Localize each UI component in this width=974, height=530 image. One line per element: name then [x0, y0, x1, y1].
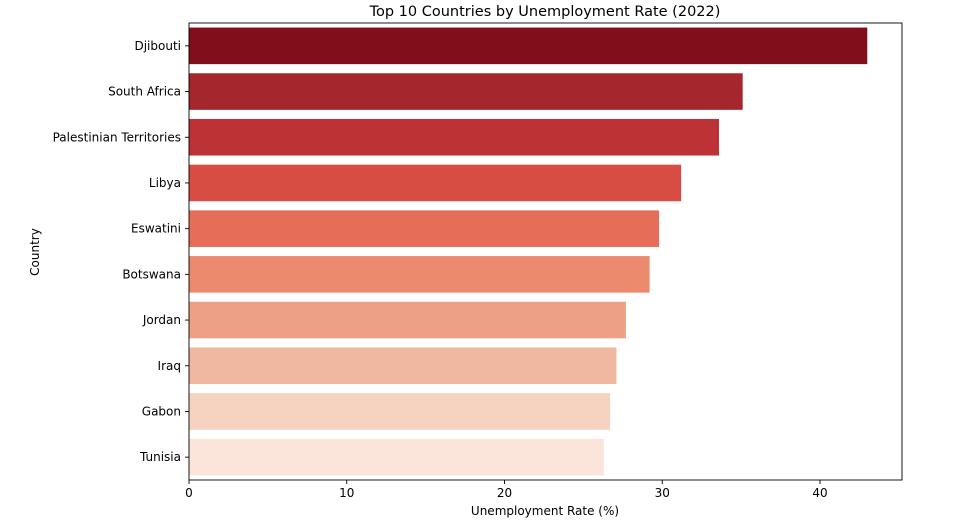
y-tick-label: Djibouti: [134, 39, 181, 53]
bar-tunisia: [189, 438, 604, 476]
x-tick-label: 10: [339, 486, 354, 500]
x-tick-label: 30: [655, 486, 670, 500]
bar-libya: [189, 164, 682, 202]
x-tick-label: 40: [812, 486, 827, 500]
y-tick-label: South Africa: [108, 85, 181, 99]
plot-frame: [188, 22, 903, 481]
y-tick-label: Iraq: [158, 359, 181, 373]
bar-south-africa: [189, 73, 743, 110]
x-tick-label: 0: [185, 486, 193, 500]
chart-title: Top 10 Countries by Unemployment Rate (2…: [369, 4, 721, 20]
bar-jordan: [189, 301, 626, 339]
bar-gabon: [189, 393, 611, 430]
bar-botswana: [189, 256, 650, 293]
y-tick-label: Eswatini: [131, 222, 181, 236]
x-axis-label: Unemployment Rate (%): [471, 504, 619, 518]
bar-iraq: [189, 347, 617, 385]
bar-eswatini: [189, 210, 660, 247]
y-tick-label: Jordan: [142, 313, 181, 327]
bars-group: [189, 27, 868, 476]
bar-djibouti: [189, 27, 868, 65]
y-axis-label: Country: [28, 228, 42, 276]
x-tick-labels: 0 10 20 30 40: [185, 480, 828, 500]
y-tick-labels: Djibouti South Africa Palestinian Territor…: [53, 39, 189, 464]
y-tick-label: Gabon: [142, 404, 181, 418]
y-tick-label: Libya: [149, 176, 181, 190]
y-tick-label: Palestinian Territories: [53, 130, 181, 144]
x-tick-label: 20: [497, 486, 512, 500]
bar-palestinian-territories: [189, 118, 720, 156]
y-tick-label: Tunisia: [139, 450, 181, 464]
y-tick-label: Botswana: [122, 267, 181, 281]
